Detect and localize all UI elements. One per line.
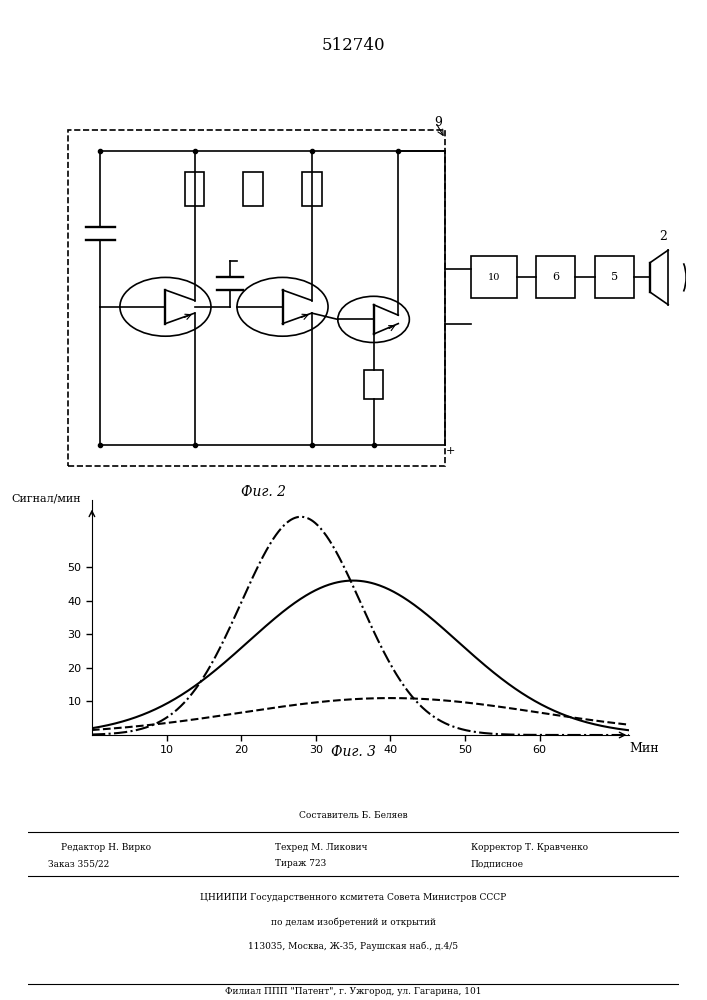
Text: Тираж 723: Тираж 723 — [276, 859, 327, 868]
FancyBboxPatch shape — [536, 256, 575, 298]
Text: Сигнал/мин: Сигнал/мин — [11, 493, 81, 503]
Text: Филиал ППП "Патент", г. Ужгород, ул. Гагарина, 101: Филиал ППП "Патент", г. Ужгород, ул. Гаг… — [226, 988, 481, 996]
Text: 9: 9 — [435, 115, 443, 128]
Text: Фиг. 3: Фиг. 3 — [331, 745, 376, 759]
Text: Техред М. Ликович: Техред М. Ликович — [276, 844, 368, 852]
FancyBboxPatch shape — [471, 256, 517, 298]
Text: Заказ 355/22: Заказ 355/22 — [48, 859, 109, 868]
FancyBboxPatch shape — [302, 172, 322, 206]
Text: Мин: Мин — [629, 742, 659, 755]
Text: 5: 5 — [611, 272, 618, 282]
Text: Корректор Т. Кравченко: Корректор Т. Кравченко — [471, 844, 588, 852]
FancyBboxPatch shape — [364, 370, 383, 399]
Text: 2: 2 — [659, 230, 667, 243]
Text: 10: 10 — [488, 273, 500, 282]
FancyBboxPatch shape — [595, 256, 633, 298]
Text: Составитель Б. Беляев: Составитель Б. Беляев — [299, 812, 408, 820]
Text: +: + — [445, 446, 455, 456]
Text: по делам изобретений и открытий: по делам изобретений и открытий — [271, 917, 436, 927]
FancyBboxPatch shape — [185, 172, 204, 206]
FancyBboxPatch shape — [243, 172, 263, 206]
Text: Подписное: Подписное — [471, 859, 524, 868]
Text: 512740: 512740 — [322, 36, 385, 53]
Text: 6: 6 — [552, 272, 559, 282]
Text: Редактор Н. Вирко: Редактор Н. Вирко — [61, 844, 151, 852]
Text: ЦНИИПИ Государственного ксмитета Совета Министров СССР: ЦНИИПИ Государственного ксмитета Совета … — [200, 894, 507, 902]
Text: 113035, Москва, Ж-35, Раушская наб., д.4/5: 113035, Москва, Ж-35, Раушская наб., д.4… — [248, 941, 459, 951]
Text: Фиг. 2: Фиг. 2 — [240, 485, 286, 499]
